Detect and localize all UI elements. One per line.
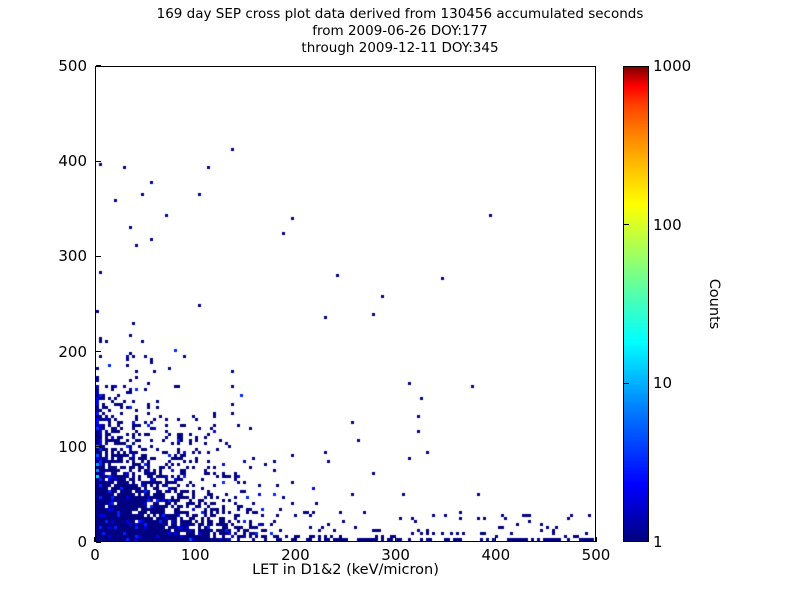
y-tick-mark [96,160,101,162]
y-tick-mark [96,255,101,257]
y-tick-label: 500 [58,57,87,75]
colorbar-title: Counts [706,278,722,330]
colorbar-tick-label: 100 [653,215,682,234]
figure-title: 169 day SEP cross plot data derived from… [0,6,800,57]
x-tick-mark [495,537,497,542]
y-tick-mark [96,541,101,543]
scatter-density-canvas [96,67,595,541]
x-tick-label: 300 [381,546,410,564]
colorbar-tick-mark [624,382,629,384]
title-line-3: through 2009-12-11 DOY:345 [301,40,499,56]
y-tick-label: 0 [77,533,87,551]
y-tick-mark [96,446,101,448]
x-tick-mark [395,537,397,542]
y-tick-label: 100 [58,437,87,456]
x-axis-title: LET in D1&2 (keV/micron) [252,562,439,578]
colorbar [623,66,649,542]
x-tick-label: 500 [581,546,611,564]
y-tick-mark [96,351,101,353]
y-tick-label: 200 [58,342,87,361]
plot-area [95,66,596,542]
colorbar-tick-mark [624,224,629,226]
colorbar-tick-label: 10 [653,374,673,393]
colorbar-tick-label: 1000 [653,57,692,75]
colorbar-tick-label: 1 [653,533,663,551]
x-tick-mark [294,537,296,542]
y-tick-label: 400 [58,152,87,171]
x-tick-label: 0 [90,546,100,564]
x-tick-label: 200 [281,546,310,564]
y-tick-mark [96,65,101,67]
x-tick-mark [194,537,196,542]
title-line-2: from 2009-06-26 DOY:177 [312,23,488,39]
title-line-1: 169 day SEP cross plot data derived from… [156,6,644,22]
y-tick-label: 300 [58,247,87,266]
x-tick-label: 400 [481,546,511,564]
x-tick-label: 100 [180,546,210,564]
x-tick-mark [595,537,597,542]
x-tick-mark [94,537,96,542]
